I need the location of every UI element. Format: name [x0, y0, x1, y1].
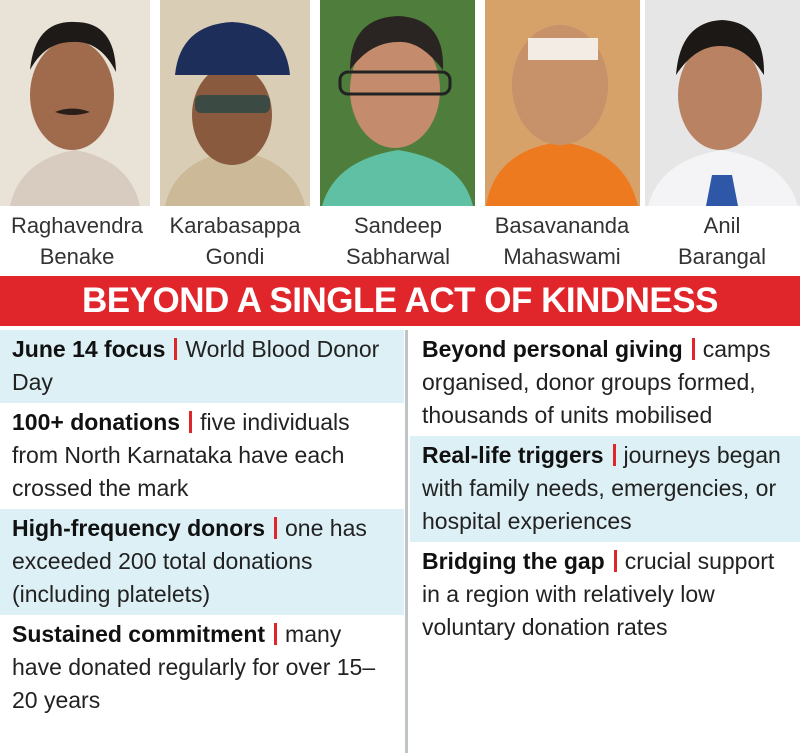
- last-name: Barangal: [677, 244, 767, 269]
- separator: [189, 411, 193, 433]
- first-name: Raghavendra: [10, 213, 144, 238]
- fact-item: 100+ donations five individuals from Nort…: [0, 403, 404, 509]
- separator: [174, 338, 178, 360]
- first-name: Basavananda: [494, 213, 630, 238]
- fact-heading: Bridging the gap: [422, 548, 605, 574]
- fact-item: Real-life triggers journeys began with fa…: [410, 436, 800, 542]
- fact-text: one has exceeded 200 total donations (in…: [12, 515, 367, 607]
- first-name: Anil: [703, 213, 741, 238]
- person-name: Anil Barangal: [642, 210, 800, 272]
- fact-heading: June 14 focus: [12, 336, 166, 362]
- right-column: Beyond personal giving camps organised, d…: [410, 330, 800, 648]
- separator: [612, 444, 616, 466]
- fact-item: Bridging the gap crucial support in a reg…: [410, 542, 800, 648]
- fact-text: crucial support in a region with relativ…: [422, 548, 775, 640]
- portrait-row: [0, 0, 800, 206]
- portrait: [160, 0, 310, 206]
- person-name: Raghavendra Benake: [0, 210, 157, 272]
- fact-item: Sustained commitment many have donated re…: [0, 615, 404, 721]
- fact-heading: High-frequency donors: [12, 515, 266, 541]
- last-name: Sabharwal: [346, 244, 450, 269]
- banner-title: BEYOND A SINGLE ACT OF KINDNESS: [0, 276, 800, 326]
- fact-heading: Real-life triggers: [422, 442, 604, 468]
- fact-heading: Sustained commitment: [12, 621, 266, 647]
- fact-text: journeys began with family needs, emerge…: [422, 442, 781, 534]
- separator: [613, 550, 617, 572]
- last-name: Benake: [39, 244, 115, 269]
- first-name: Sandeep: [353, 213, 443, 238]
- person-name: Basavananda Mahaswami: [482, 210, 642, 272]
- separator: [691, 338, 695, 360]
- person-name: Karabasappa Gondi: [155, 210, 315, 272]
- person-name: Sandeep Sabharwal: [318, 210, 478, 272]
- portrait: [645, 0, 800, 206]
- column-divider: [405, 330, 408, 753]
- last-name: Mahaswami: [503, 244, 621, 269]
- fact-item: Beyond personal giving camps organised, d…: [410, 330, 800, 436]
- fact-item: June 14 focus World Blood Donor Day: [0, 330, 404, 403]
- separator: [274, 623, 278, 645]
- fact-text: World Blood Donor Day: [12, 336, 380, 395]
- portrait: [485, 0, 640, 206]
- separator: [274, 517, 278, 539]
- left-column: June 14 focus World Blood Donor Day 100+ d…: [0, 330, 404, 721]
- fact-heading: Beyond personal giving: [422, 336, 683, 362]
- fact-heading: 100+ donations: [12, 409, 181, 435]
- portrait: [320, 0, 475, 206]
- portrait: [0, 0, 150, 206]
- fact-text: many have donated regularly for over 15–…: [12, 621, 376, 713]
- fact-item: High-frequency donors one has exceeded 20…: [0, 509, 404, 615]
- last-name: Gondi: [205, 244, 265, 269]
- fact-text: five individuals from North Karnataka ha…: [12, 409, 350, 501]
- fact-text: camps organised, donor groups formed, th…: [422, 336, 771, 428]
- first-name: Karabasappa: [169, 213, 301, 238]
